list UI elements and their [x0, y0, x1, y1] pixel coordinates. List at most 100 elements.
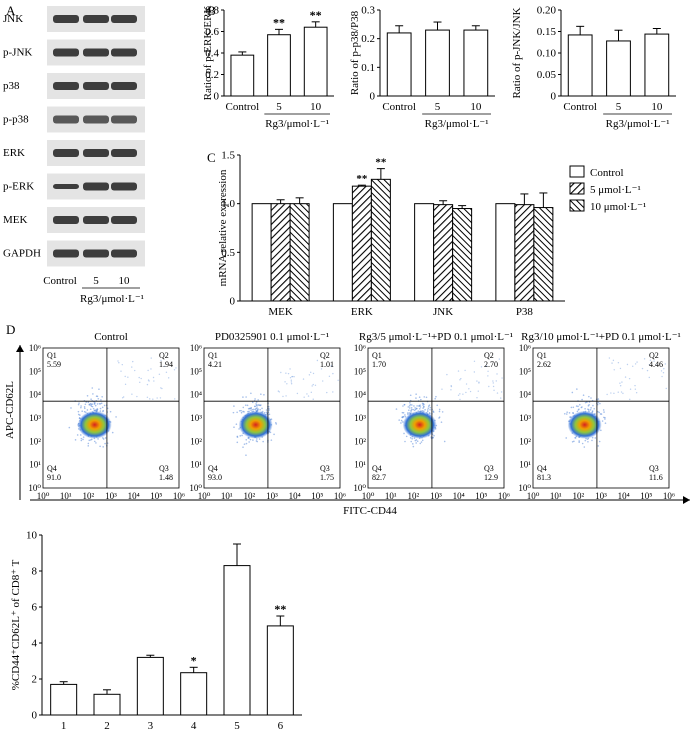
event-dot — [89, 439, 92, 441]
event-dot — [289, 377, 292, 379]
event-dot — [101, 437, 104, 439]
event-dot — [413, 409, 416, 412]
event-dot — [80, 405, 82, 407]
event-dot — [111, 431, 114, 434]
event-dot — [236, 411, 238, 414]
event-dot — [601, 420, 604, 422]
event-dot — [600, 413, 603, 415]
event-dot — [254, 408, 257, 411]
event-dot — [152, 376, 155, 379]
blot-band — [83, 15, 109, 23]
event-dot — [68, 426, 71, 429]
event-dot — [248, 441, 250, 443]
event-dot — [251, 401, 254, 404]
event-dot — [421, 439, 424, 442]
bar — [606, 40, 631, 97]
event-dot — [80, 406, 82, 409]
y-tick-label: 10³ — [354, 413, 366, 423]
x-tick-label: 5 — [435, 101, 441, 113]
event-dot — [124, 375, 126, 378]
quadrant-q1-value: 2.62 — [537, 360, 551, 369]
event-dot — [653, 360, 655, 362]
event-dot — [402, 412, 405, 414]
flow-plot: Rg3/10 μmol·L⁻¹+PD 0.1 μmol·L⁻¹ Q12.62 Q24… — [518, 331, 680, 501]
event-dot — [634, 384, 636, 387]
event-dot — [331, 365, 333, 368]
blot-band — [111, 249, 137, 258]
event-dot — [581, 442, 584, 445]
event-dot — [83, 410, 86, 413]
event-dot — [432, 437, 434, 439]
event-dot — [584, 401, 587, 404]
x-tick-label: 10² — [82, 491, 94, 501]
event-dot — [165, 371, 168, 374]
event-dot — [487, 370, 489, 373]
event-dot — [306, 393, 308, 395]
blot-band — [53, 184, 79, 189]
quadrant-q2-value: 4.46 — [649, 360, 663, 369]
event-dot — [320, 368, 323, 370]
event-dot — [156, 397, 158, 399]
event-dot — [96, 395, 99, 398]
event-dot — [412, 445, 415, 448]
y-tick-label: 10⁶ — [29, 343, 41, 353]
event-dot — [485, 365, 488, 367]
event-dot — [251, 408, 254, 411]
event-dot — [465, 383, 468, 385]
event-dot — [94, 404, 97, 407]
event-dot — [70, 407, 72, 409]
event-dot — [464, 369, 466, 372]
event-dot — [132, 360, 134, 363]
bar — [289, 203, 310, 302]
event-dot — [118, 362, 120, 364]
event-dot — [566, 411, 568, 413]
event-dot — [245, 454, 247, 456]
quadrant-q4-value: 81.3 — [537, 473, 551, 482]
event-dot — [277, 390, 280, 392]
event-dot — [120, 370, 122, 372]
x-arrow-head — [683, 496, 690, 504]
quadrant-q1-value: 1.70 — [372, 360, 386, 369]
event-dot — [131, 393, 133, 395]
bar — [425, 29, 450, 97]
density-core — [238, 410, 273, 439]
event-dot — [83, 407, 86, 410]
event-dot — [617, 391, 619, 393]
event-dot — [584, 439, 587, 442]
event-dot — [311, 385, 313, 387]
event-dot — [665, 387, 667, 390]
y-axis-label: Ratio of p-p38/P38 — [349, 10, 361, 95]
event-dot — [400, 422, 402, 424]
event-dot — [641, 367, 644, 370]
significance-mark: ** — [356, 173, 368, 185]
y-tick-label: 10⁴ — [29, 390, 41, 400]
event-dot — [410, 408, 413, 411]
plot-frame — [532, 347, 670, 489]
chart-p-jnk-ratio: 0 0.05 0.10 0.15 0.20 Control 5 10 Ratio of p-JN… — [511, 5, 676, 130]
quadrant-q2-value: 1.01 — [320, 360, 334, 369]
blot-band — [53, 82, 79, 90]
event-dot — [588, 395, 590, 398]
event-dot — [578, 441, 581, 444]
event-dot — [109, 410, 112, 413]
event-dot — [440, 421, 443, 423]
event-dot — [411, 443, 414, 445]
event-dot — [572, 412, 574, 414]
event-dot — [101, 406, 104, 409]
event-dot — [576, 410, 579, 413]
event-dot — [403, 403, 406, 406]
event-dot — [245, 442, 248, 445]
event-dot — [580, 406, 583, 409]
y-tick-label: 10¹ — [29, 460, 41, 470]
lane-label: 10 — [119, 275, 131, 287]
event-dot — [257, 409, 259, 411]
event-dot — [247, 437, 250, 439]
event-dot — [460, 377, 462, 380]
event-dot — [159, 397, 162, 399]
event-dot — [643, 358, 646, 360]
bar — [303, 26, 328, 97]
event-dot — [80, 437, 83, 440]
event-dot — [98, 388, 100, 390]
event-dot — [232, 411, 235, 414]
lane-label: Control — [43, 275, 77, 287]
